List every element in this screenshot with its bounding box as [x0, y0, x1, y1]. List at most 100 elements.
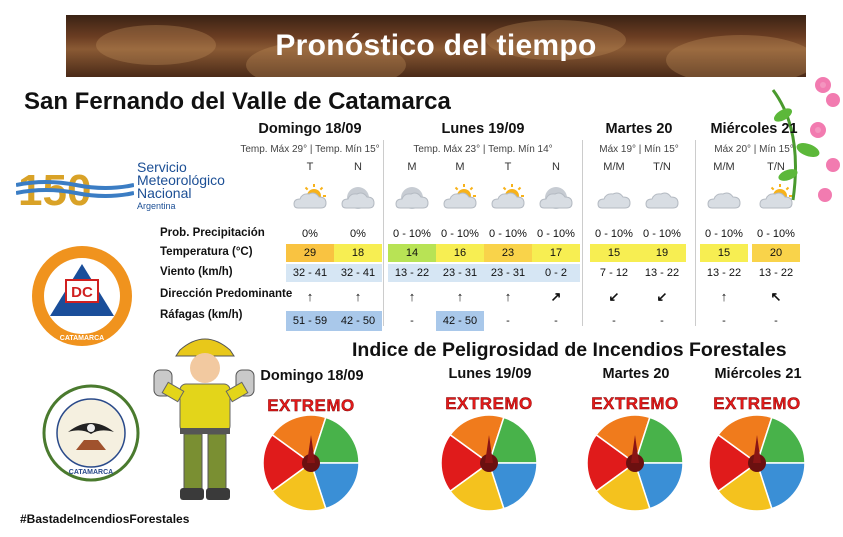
day-temps: Máx 19° | Mín 15° — [599, 144, 679, 155]
day-temps: Máx 20° | Mín 15° — [714, 144, 794, 155]
night-cloudy-icon — [539, 187, 573, 209]
precip-cell: 0 - 10% — [537, 228, 575, 240]
smn-line: Argentina — [137, 201, 176, 211]
gust-cell: - — [774, 315, 778, 327]
period-label: T — [504, 161, 512, 173]
precip-cell: 0 - 10% — [441, 228, 479, 240]
wind-cell: 7 - 12 — [590, 264, 638, 282]
cloudy-icon — [707, 192, 741, 209]
temp-cell: 19 — [638, 244, 686, 262]
wind-cell: 0 - 2 — [532, 264, 580, 282]
precip-cell: 0 - 10% — [393, 228, 431, 240]
sun-cloud-icon — [491, 184, 525, 209]
day-temps: Temp. Máx 23° | Temp. Mín 14° — [413, 144, 553, 155]
fire-index-day: Lunes 19/09 — [448, 366, 532, 382]
precip-cell: 0% — [302, 228, 318, 240]
day-temps: Temp. Máx 29° | Temp. Mín 15° — [240, 144, 380, 155]
period-label: M — [455, 161, 465, 173]
svg-text:CATAMARCA: CATAMARCA — [69, 469, 113, 476]
day-header: Domingo 18/09 — [258, 121, 362, 137]
period-label: N — [552, 161, 560, 173]
period-label: M — [407, 161, 417, 173]
precip-cell: 0 - 10% — [595, 228, 633, 240]
sun-cloud-icon — [759, 184, 793, 209]
fire-danger-gauge — [708, 414, 806, 512]
period-label: T/N — [653, 161, 671, 173]
temp-cell: 15 — [700, 244, 748, 262]
period-label: T — [306, 161, 314, 173]
fire-level-label: EXTREMO — [267, 396, 355, 415]
sunny-partly-cloudy-icon — [443, 184, 477, 209]
wind-direction-arrow-icon: ↑ — [504, 289, 512, 304]
gust-cell: - — [612, 315, 616, 327]
gust-cell: - — [660, 315, 664, 327]
row-label-gusts: Ráfagas (km/h) — [160, 309, 243, 321]
smn-line: Servicio — [137, 159, 187, 175]
cloudy-icon — [597, 192, 631, 209]
row-label-wind: Viento (km/h) — [160, 266, 233, 278]
gust-cell: - — [506, 315, 510, 327]
period-label: T/N — [767, 161, 785, 173]
period-label: N — [354, 161, 362, 173]
wind-direction-arrow-icon: ↑ — [456, 289, 464, 304]
wind-cell: 13 - 22 — [638, 264, 686, 282]
fire-danger-gauge — [440, 414, 538, 512]
wind-direction-arrow-icon: ↗ — [550, 289, 562, 304]
wind-direction-arrow-icon: ↑ — [354, 289, 362, 304]
fire-level-label: EXTREMO — [591, 394, 679, 413]
wind-cell: 32 - 41 — [286, 264, 334, 282]
wind-direction-arrow-icon: ↑ — [306, 289, 314, 304]
firefighter-illustration — [153, 338, 255, 500]
period-label: M/M — [713, 161, 735, 173]
fire-index-day: Miércoles 21 — [714, 366, 802, 382]
gust-cell: - — [722, 315, 726, 327]
wind-direction-arrow-icon: ↙ — [656, 289, 668, 304]
temp-cell: 17 — [532, 244, 580, 262]
svg-text:DC: DC — [71, 284, 93, 301]
row-label-precip: Prob. Precipitación — [160, 227, 265, 239]
row-label-direction: Dirección Predominante — [160, 288, 293, 300]
fire-index-title: Indice de Peligrosidad de Incendios Fore… — [352, 339, 787, 361]
fire-index-day: Martes 20 — [602, 366, 670, 382]
fire-danger-gauge — [586, 414, 684, 512]
wind-direction-arrow-icon: ↑ — [408, 289, 416, 304]
header-banner: Pronóstico del tiempo — [66, 15, 806, 77]
temp-cell: 14 — [388, 244, 436, 262]
gust-cell: - — [554, 315, 558, 327]
gust-cell: 51 - 59 — [286, 311, 334, 331]
city-title: San Fernando del Valle de Catamarca — [24, 88, 451, 115]
gust-cell: 42 - 50 — [436, 311, 484, 331]
temp-cell: 23 — [484, 244, 532, 262]
sunny-partly-cloudy-icon — [293, 184, 327, 209]
night-cloudy-icon — [395, 187, 429, 209]
day-header: Lunes 19/09 — [441, 121, 525, 137]
flower-decoration — [771, 77, 840, 202]
temp-cell: 18 — [334, 244, 382, 262]
precip-cell: 0 - 10% — [643, 228, 681, 240]
day-header: Martes 20 — [605, 121, 673, 137]
smn-logo: 150 Servicio Meteorológico Nacional Arge… — [16, 159, 246, 213]
hashtag: #BastadeIncendiosForestales — [20, 512, 190, 526]
cloudy-icon — [645, 192, 679, 209]
temp-cell: 29 — [286, 244, 334, 262]
fire-level-label: EXTREMO — [445, 394, 533, 413]
gust-cell: 42 - 50 — [334, 311, 382, 331]
wind-direction-arrow-icon: ↑ — [720, 289, 728, 304]
precip-cell: 0 - 10% — [757, 228, 795, 240]
wind-cell: 32 - 41 — [334, 264, 382, 282]
fire-danger-gauge — [262, 414, 360, 512]
day-header: Miércoles 21 — [710, 121, 798, 137]
night-cloudy-icon — [341, 187, 375, 209]
wind-cell: 23 - 31 — [436, 264, 484, 282]
temp-cell: 20 — [752, 244, 800, 262]
period-label: M/M — [603, 161, 625, 173]
temp-cell: 16 — [436, 244, 484, 262]
smn-line: Nacional — [137, 185, 192, 201]
temp-cell: 15 — [590, 244, 638, 262]
fire-level-label: EXTREMO — [713, 394, 801, 413]
wind-cell: 13 - 22 — [700, 264, 748, 282]
wind-cell: 13 - 22 — [752, 264, 800, 282]
brigada-logo: CATAMARCA — [42, 384, 140, 482]
wind-direction-arrow-icon: ↖ — [770, 289, 782, 304]
banner-title: Pronóstico del tiempo — [275, 29, 597, 62]
